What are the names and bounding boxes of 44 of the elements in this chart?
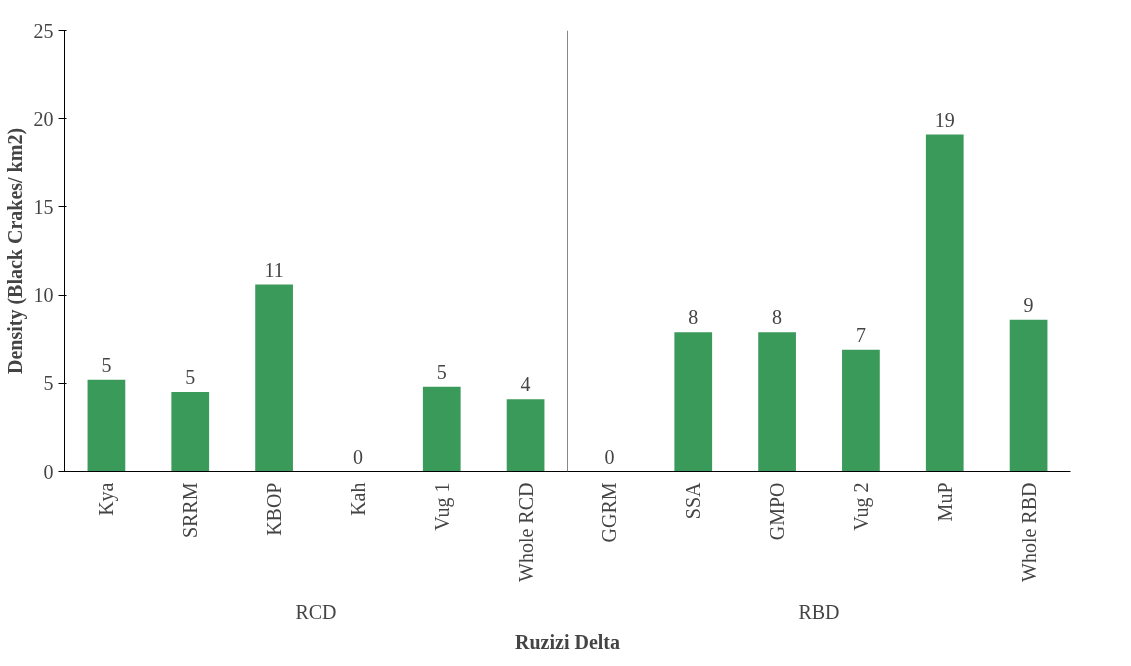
data-label: 0 bbox=[604, 445, 615, 468]
x-tick-label: Whole RBD bbox=[1017, 482, 1040, 582]
data-label: 0 bbox=[352, 445, 363, 468]
data-label: 5 bbox=[436, 360, 447, 383]
data-label: 4 bbox=[520, 373, 531, 396]
x-tick-label: SSA bbox=[682, 481, 705, 520]
bar bbox=[925, 134, 964, 472]
bar bbox=[1009, 319, 1048, 472]
y-tick-label: 15 bbox=[33, 195, 54, 218]
data-label: 8 bbox=[688, 306, 699, 329]
data-label: 7 bbox=[855, 323, 866, 346]
bar bbox=[842, 349, 880, 472]
x-axis-title: Ruzizi Delta bbox=[515, 630, 620, 653]
x-tick-label: GMPO bbox=[766, 482, 789, 541]
bar bbox=[255, 284, 293, 472]
data-label: 19 bbox=[934, 108, 955, 131]
bar bbox=[87, 379, 126, 472]
data-label: 5 bbox=[101, 353, 112, 376]
text: RCD bbox=[295, 600, 337, 623]
y-tick-label: 10 bbox=[33, 284, 54, 307]
x-tick-label: GGRM bbox=[598, 482, 621, 543]
x-tick-label: MuP bbox=[933, 482, 956, 522]
y-tick-label: 25 bbox=[33, 19, 54, 42]
data-label: 8 bbox=[772, 306, 783, 329]
bar bbox=[506, 399, 545, 472]
x-tick-label: SRRM bbox=[179, 482, 202, 539]
bar bbox=[758, 332, 796, 472]
text: RBD bbox=[798, 600, 840, 623]
x-tick-label: Kya bbox=[95, 482, 119, 516]
bar bbox=[422, 386, 461, 472]
data-label: 5 bbox=[185, 366, 196, 389]
x-tick-label: KBOP bbox=[263, 482, 286, 536]
x-tick-label: Vug 2 bbox=[849, 482, 873, 531]
data-label: 11 bbox=[264, 258, 284, 281]
data-label: 9 bbox=[1023, 293, 1034, 316]
y-tick-label: 0 bbox=[43, 460, 54, 483]
y-tick-label: 5 bbox=[43, 372, 54, 395]
bar bbox=[171, 392, 210, 472]
x-tick-label: Kah bbox=[346, 482, 369, 516]
y-axis-title: Density (Black Crakes/ km2) bbox=[3, 127, 27, 375]
x-tick-label: Vug 1 bbox=[430, 482, 454, 531]
y-tick-label: 20 bbox=[33, 107, 54, 130]
x-tick-label: Whole RCD bbox=[514, 482, 537, 582]
bar bbox=[674, 332, 713, 472]
